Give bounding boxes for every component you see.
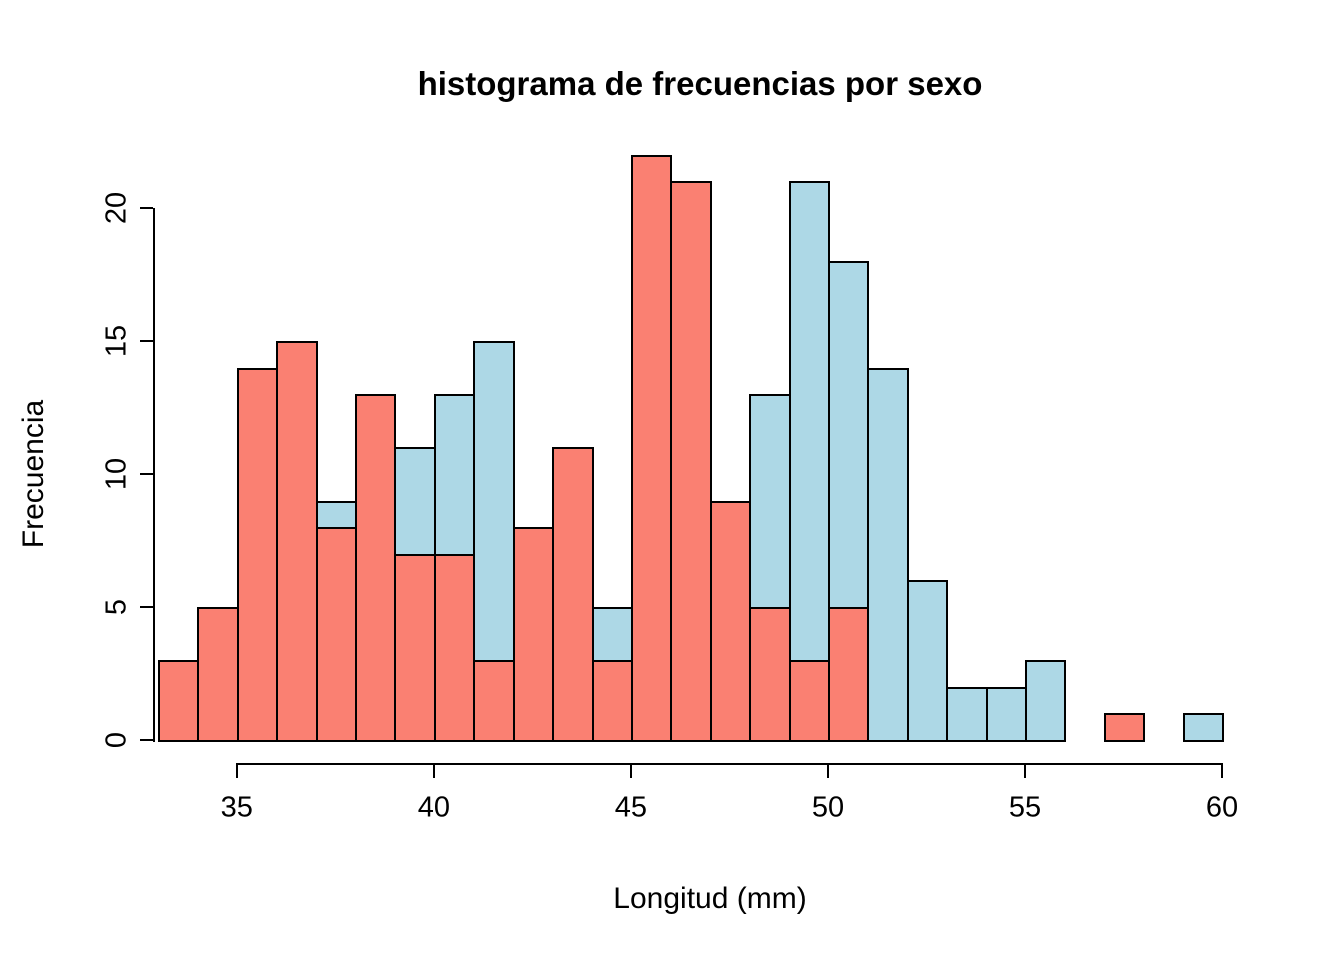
- x-tick-label: 40: [417, 791, 450, 824]
- histogram-bar-sexo-rojo: [473, 660, 515, 742]
- x-tick-mark: [629, 765, 632, 778]
- histogram-bar-sexo-azul: [1025, 660, 1066, 742]
- histogram-bar-sexo-azul: [907, 580, 948, 742]
- x-axis-line: [235, 763, 1224, 765]
- histogram-bar-sexo-rojo: [355, 394, 396, 742]
- histogram-bar-sexo-rojo: [828, 607, 869, 742]
- histogram-bar-sexo-azul: [946, 687, 988, 742]
- histogram-bar-sexo-rojo: [631, 155, 672, 742]
- histogram-bar-sexo-rojo: [552, 447, 594, 742]
- y-axis-title: Frecuencia: [17, 399, 50, 549]
- x-tick-mark: [826, 765, 829, 778]
- x-tick-label: 45: [614, 791, 648, 824]
- y-tick-mark: [140, 739, 153, 741]
- histogram-bar-sexo-rojo: [749, 607, 791, 742]
- histogram-bar-sexo-rojo: [789, 660, 830, 742]
- y-tick-label: 10: [100, 457, 133, 491]
- histogram-bar-sexo-rojo: [237, 368, 278, 742]
- y-tick-label: 0: [100, 731, 133, 749]
- x-axis-title: Longitud (mm): [613, 882, 807, 915]
- x-tick-label: 35: [220, 791, 253, 824]
- histogram-bar-sexo-rojo: [394, 554, 436, 742]
- y-tick-mark: [140, 207, 153, 209]
- histogram-bar-sexo-rojo: [1104, 713, 1145, 742]
- x-tick-mark: [1024, 765, 1027, 778]
- histogram-bar-sexo-rojo: [197, 607, 239, 742]
- x-tick-label: 50: [811, 791, 845, 824]
- histogram-bar-sexo-rojo: [276, 341, 318, 742]
- histogram-bar-sexo-rojo: [434, 554, 475, 742]
- y-tick-mark: [140, 473, 153, 475]
- x-tick-mark: [432, 765, 435, 778]
- y-tick-mark: [140, 606, 153, 608]
- x-tick-label: 60: [1205, 791, 1239, 824]
- histogram-bar-sexo-azul: [986, 687, 1027, 742]
- x-tick-mark: [235, 765, 238, 778]
- histogram-bar-sexo-azul: [1183, 713, 1224, 742]
- histogram-bar-sexo-azul: [867, 368, 909, 742]
- histogram-bar-sexo-rojo: [158, 660, 199, 742]
- histogram-bar-sexo-azul: [789, 181, 830, 742]
- y-tick-label: 5: [100, 598, 133, 616]
- chart-title: histograma de frecuencias por sexo: [417, 65, 983, 102]
- histogram-bar-sexo-rojo: [316, 527, 357, 742]
- histogram-bar-sexo-rojo: [710, 501, 751, 742]
- y-tick-label: 15: [100, 324, 133, 358]
- y-axis-line: [153, 208, 155, 742]
- y-tick-mark: [140, 340, 153, 342]
- x-tick-mark: [1221, 765, 1224, 778]
- histogram-bar-sexo-rojo: [670, 181, 712, 742]
- y-tick-label: 20: [100, 191, 133, 225]
- x-tick-label: 55: [1008, 791, 1042, 824]
- histogram-bar-sexo-rojo: [592, 660, 633, 742]
- histogram-bar-sexo-rojo: [513, 527, 554, 742]
